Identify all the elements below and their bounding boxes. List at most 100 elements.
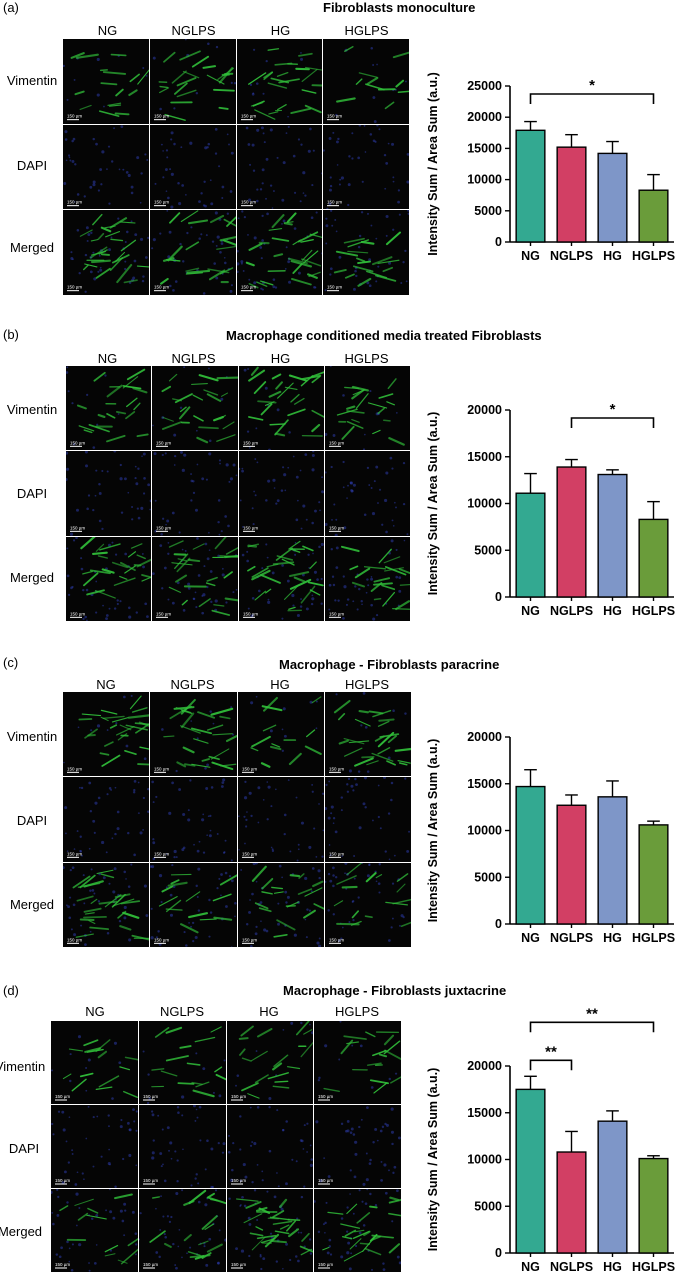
micrograph-dapi-hg: 150 µm (237, 777, 324, 862)
bar-hg (597, 152, 628, 243)
x-tick-label: NGLPS (550, 931, 593, 945)
y-tick-label: 5000 (474, 870, 502, 884)
svg-text:150 µm: 150 µm (67, 766, 82, 771)
svg-text:150 µm: 150 µm (143, 1178, 158, 1183)
svg-text:150 µm: 150 µm (318, 1262, 333, 1267)
micrograph-vimentin-nglps: 150 µm (149, 39, 236, 124)
x-tick-label: NG (521, 1260, 540, 1274)
micrograph-merged-nglps: 150 µm (152, 536, 238, 621)
micrograph-dapi-nglps: 150 µm (149, 124, 236, 210)
y-tick-label: 15000 (467, 141, 502, 155)
panel-label: (d) (3, 983, 19, 998)
significance-bracket (529, 1021, 655, 1033)
svg-text:150 µm: 150 µm (329, 766, 344, 771)
y-tick-label: 10000 (467, 497, 502, 511)
svg-text:150 µm: 150 µm (241, 199, 256, 204)
row-header-vimentin: Vimentin (6, 402, 58, 417)
micrograph-vimentin-hg: 150 µm (236, 39, 323, 124)
svg-text:150 µm: 150 µm (243, 526, 258, 531)
panel-title: Fibroblasts monoculture (323, 0, 476, 15)
column-header-hg: HG (270, 351, 291, 366)
row-header-vimentin: Vimentin (6, 73, 58, 88)
bar-chart: 0 5000 10000 15000 20000 25000 Intensity Sum /… (426, 72, 675, 263)
svg-text:150 µm: 150 µm (154, 114, 169, 119)
svg-text:150 µm: 150 µm (154, 937, 169, 942)
y-tick-label: 5000 (474, 1199, 502, 1213)
micrograph-merged-hglps: 150 µm (314, 1189, 401, 1272)
svg-text:150 µm: 150 µm (329, 611, 344, 616)
svg-text:150 µm: 150 µm (154, 199, 169, 204)
bar-nglps (556, 1151, 587, 1254)
y-axis-label: Intensity Sum / Area Sum (a.u.) (426, 739, 440, 923)
row-header-dapi: DAPI (16, 158, 48, 173)
x-tick-label: HGLPS (632, 931, 675, 945)
svg-text:150 µm: 150 µm (67, 285, 82, 290)
column-header-ng: NG (97, 23, 118, 38)
column-header-hglps: HGLPS (344, 351, 389, 366)
significance-bracket (570, 417, 655, 428)
y-tick-label: 0 (495, 235, 502, 249)
bar-hglps (638, 1157, 669, 1254)
svg-text:150 µm: 150 µm (154, 285, 169, 290)
svg-text:150 µm: 150 µm (329, 852, 344, 857)
bar-chart: 0 5000 10000 15000 20000 Intensity Sum / Area… (426, 730, 675, 945)
svg-text:150 µm: 150 µm (55, 1262, 70, 1267)
micrograph-merged-ng: 150 µm (63, 862, 150, 947)
svg-text:150 µm: 150 µm (242, 937, 257, 942)
micrograph-merged-hg: 150 µm (226, 1189, 314, 1272)
column-header-ng: NG (97, 351, 118, 366)
bar-ng (515, 129, 546, 243)
svg-text:150 µm: 150 µm (327, 199, 342, 204)
y-tick-label: 20000 (467, 1059, 502, 1073)
svg-text:150 µm: 150 µm (241, 114, 256, 119)
row-header-vimentin: Vimentin (6, 729, 58, 744)
x-tick-label: HGLPS (632, 249, 675, 263)
micrograph-vimentin-ng: 150 µm (66, 366, 152, 451)
y-tick-label: 20000 (467, 730, 502, 744)
micrograph-dapi-ng: 150 µm (63, 124, 149, 210)
micrograph-merged-nglps: 150 µm (138, 1189, 226, 1272)
micrograph-vimentin-hglps: 150 µm (324, 366, 410, 451)
micrograph-vimentin-hg: 150 µm (226, 1021, 314, 1104)
micrograph-merged-hglps: 150 µm (324, 862, 411, 947)
micrograph-merged-nglps: 150 µm (149, 210, 236, 295)
svg-text:150 µm: 150 µm (231, 1262, 246, 1267)
significance-bracket (529, 93, 655, 104)
micrograph-merged-hg: 150 µm (238, 536, 324, 621)
column-header-nglps: NGLPS (171, 23, 216, 38)
svg-text:150 µm: 150 µm (231, 1094, 246, 1099)
x-tick-label: NGLPS (550, 249, 593, 263)
column-header-nglps: NGLPS (171, 351, 216, 366)
bar-ng (515, 492, 546, 598)
y-axis-label: Intensity Sum / Area Sum (a.u.) (426, 72, 440, 256)
micrograph-dapi-hglps: 150 µm (324, 777, 411, 862)
micrograph-vimentin-hglps: 150 µm (323, 39, 409, 124)
micrograph-grid: 150 µm 150 µm 150 µm 150 µm 150 µm 150 µm 150 … (66, 366, 410, 621)
micrograph-dapi-hg: 150 µm (238, 451, 324, 536)
x-tick-label: HGLPS (632, 604, 675, 618)
svg-text:150 µm: 150 µm (156, 440, 171, 445)
svg-text:150 µm: 150 µm (318, 1178, 333, 1183)
micrograph-merged-hg: 150 µm (237, 862, 324, 947)
micrograph-vimentin-nglps: 150 µm (138, 1021, 226, 1104)
svg-text:150 µm: 150 µm (318, 1094, 333, 1099)
svg-text:150 µm: 150 µm (156, 526, 171, 531)
y-tick-label: 10000 (467, 173, 502, 187)
row-header-dapi: DAPI (16, 486, 48, 501)
micrograph-dapi-hglps: 150 µm (323, 124, 409, 210)
svg-text:150 µm: 150 µm (67, 199, 82, 204)
bar-chart: 0 5000 10000 15000 20000 Intensity Sum / Area… (426, 1005, 675, 1274)
svg-text:150 µm: 150 µm (231, 1178, 246, 1183)
micrograph-vimentin-nglps: 150 µm (150, 692, 237, 777)
x-tick-label: HG (603, 931, 622, 945)
svg-text:150 µm: 150 µm (67, 852, 82, 857)
row-header-merged: Merged (9, 897, 55, 912)
svg-text:150 µm: 150 µm (327, 285, 342, 290)
y-tick-label: 25000 (467, 79, 502, 93)
svg-text:150 µm: 150 µm (67, 114, 82, 119)
micrograph-vimentin-hg: 150 µm (238, 366, 324, 451)
row-header-dapi: DAPI (8, 1141, 40, 1156)
micrograph-merged-ng: 150 µm (63, 210, 149, 295)
panel-title: Macrophage - Fibroblasts paracrine (279, 657, 500, 672)
micrograph-dapi-ng: 150 µm (63, 777, 150, 862)
